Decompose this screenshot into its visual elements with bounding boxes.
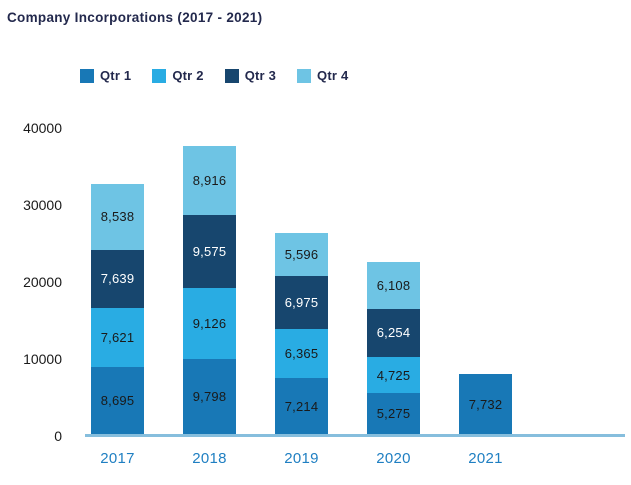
bar-segment-value: 9,575 xyxy=(192,243,227,259)
y-tick-label: 30000 xyxy=(23,197,62,213)
bar-segment-value: 8,916 xyxy=(192,172,227,188)
bar-segment-2018-qtr1: 9,798 xyxy=(183,358,236,434)
bar-segment-2018-qtr2: 9,126 xyxy=(183,288,236,359)
legend-swatch xyxy=(80,68,94,83)
x-axis-label-2019: 2019 xyxy=(284,450,319,467)
x-axis-label-2020: 2020 xyxy=(376,450,411,467)
y-tick-label: 40000 xyxy=(23,120,62,136)
bar-segment-2018-qtr4: 8,916 xyxy=(183,145,236,215)
legend: Qtr 1 Qtr 2 Qtr 3 Qtr 4 xyxy=(80,68,348,83)
bar-segment-value: 8,538 xyxy=(100,209,135,225)
bar-segment-2020-qtr3: 6,254 xyxy=(367,308,420,357)
bar-2021: 7,732 xyxy=(459,374,512,434)
bar-segment-value: 6,108 xyxy=(376,277,411,293)
bar-segment-2017-qtr2: 7,621 xyxy=(91,308,144,368)
x-axis-label-2018: 2018 xyxy=(192,450,227,467)
bar-segment-2019-qtr4: 5,596 xyxy=(275,232,328,276)
bar-segment-value: 7,732 xyxy=(468,396,503,412)
bar-segment-value: 4,725 xyxy=(376,367,411,383)
y-tick-label: 10000 xyxy=(23,351,62,367)
bar-2020: 5,275 4,725 6,254 6,108 xyxy=(367,261,420,434)
chart-title: Company Incorporations (2017 - 2021) xyxy=(7,10,263,25)
legend-label: Qtr 4 xyxy=(317,68,349,83)
x-axis-label-2021: 2021 xyxy=(468,450,503,467)
bar-2019: 7,214 6,365 6,975 5,596 xyxy=(275,232,328,434)
legend-item: Qtr 3 xyxy=(224,68,277,83)
bar-segment-value: 7,214 xyxy=(284,398,319,414)
legend-swatch xyxy=(224,68,239,83)
bar-segment-value: 5,596 xyxy=(284,246,319,262)
bar-segment-value: 9,798 xyxy=(192,388,227,404)
bar-segment-value: 7,621 xyxy=(100,330,135,346)
bar-segment-2017-qtr1: 8,695 xyxy=(91,367,144,434)
bar-segment-2020-qtr1: 5,275 xyxy=(367,393,420,434)
y-tick-label: 20000 xyxy=(23,274,62,290)
y-tick-label: 0 xyxy=(54,428,62,444)
bar-segment-value: 5,275 xyxy=(376,406,411,422)
legend-item: Qtr 4 xyxy=(297,68,348,83)
legend-swatch xyxy=(297,68,312,83)
bar-segment-value: 8,695 xyxy=(100,393,135,409)
legend-label: Qtr 2 xyxy=(172,68,204,83)
bar-segment-2019-qtr3: 6,975 xyxy=(275,275,328,330)
bar-segment-value: 7,639 xyxy=(100,271,135,287)
bar-segment-2020-qtr4: 6,108 xyxy=(367,261,420,309)
legend-item: Qtr 1 xyxy=(80,68,131,83)
bar-segment-2017-qtr4: 8,538 xyxy=(91,183,144,250)
bar-segment-2021-qtr1: 7,732 xyxy=(459,374,512,434)
legend-label: Qtr 3 xyxy=(244,68,277,83)
bar-2017: 8,695 7,621 7,639 8,538 xyxy=(91,183,144,434)
bar-segment-value: 6,975 xyxy=(284,295,319,311)
bar-segment-value: 9,126 xyxy=(192,315,227,331)
bar-segment-2020-qtr2: 4,725 xyxy=(367,357,420,394)
bar-segment-value: 6,254 xyxy=(376,325,411,341)
legend-item: Qtr 2 xyxy=(152,68,203,83)
x-axis-baseline xyxy=(85,434,625,437)
bar-segment-2019-qtr1: 7,214 xyxy=(275,378,328,434)
bar-2018: 9,798 9,126 9,575 8,916 xyxy=(183,145,236,434)
legend-swatch xyxy=(152,68,167,83)
x-axis-label-2017: 2017 xyxy=(100,450,135,467)
bar-segment-value: 6,365 xyxy=(284,346,319,362)
bar-segment-2018-qtr3: 9,575 xyxy=(183,214,236,289)
bar-segment-2019-qtr2: 6,365 xyxy=(275,329,328,379)
bar-segment-2017-qtr3: 7,639 xyxy=(91,249,144,309)
legend-label: Qtr 1 xyxy=(100,68,132,83)
